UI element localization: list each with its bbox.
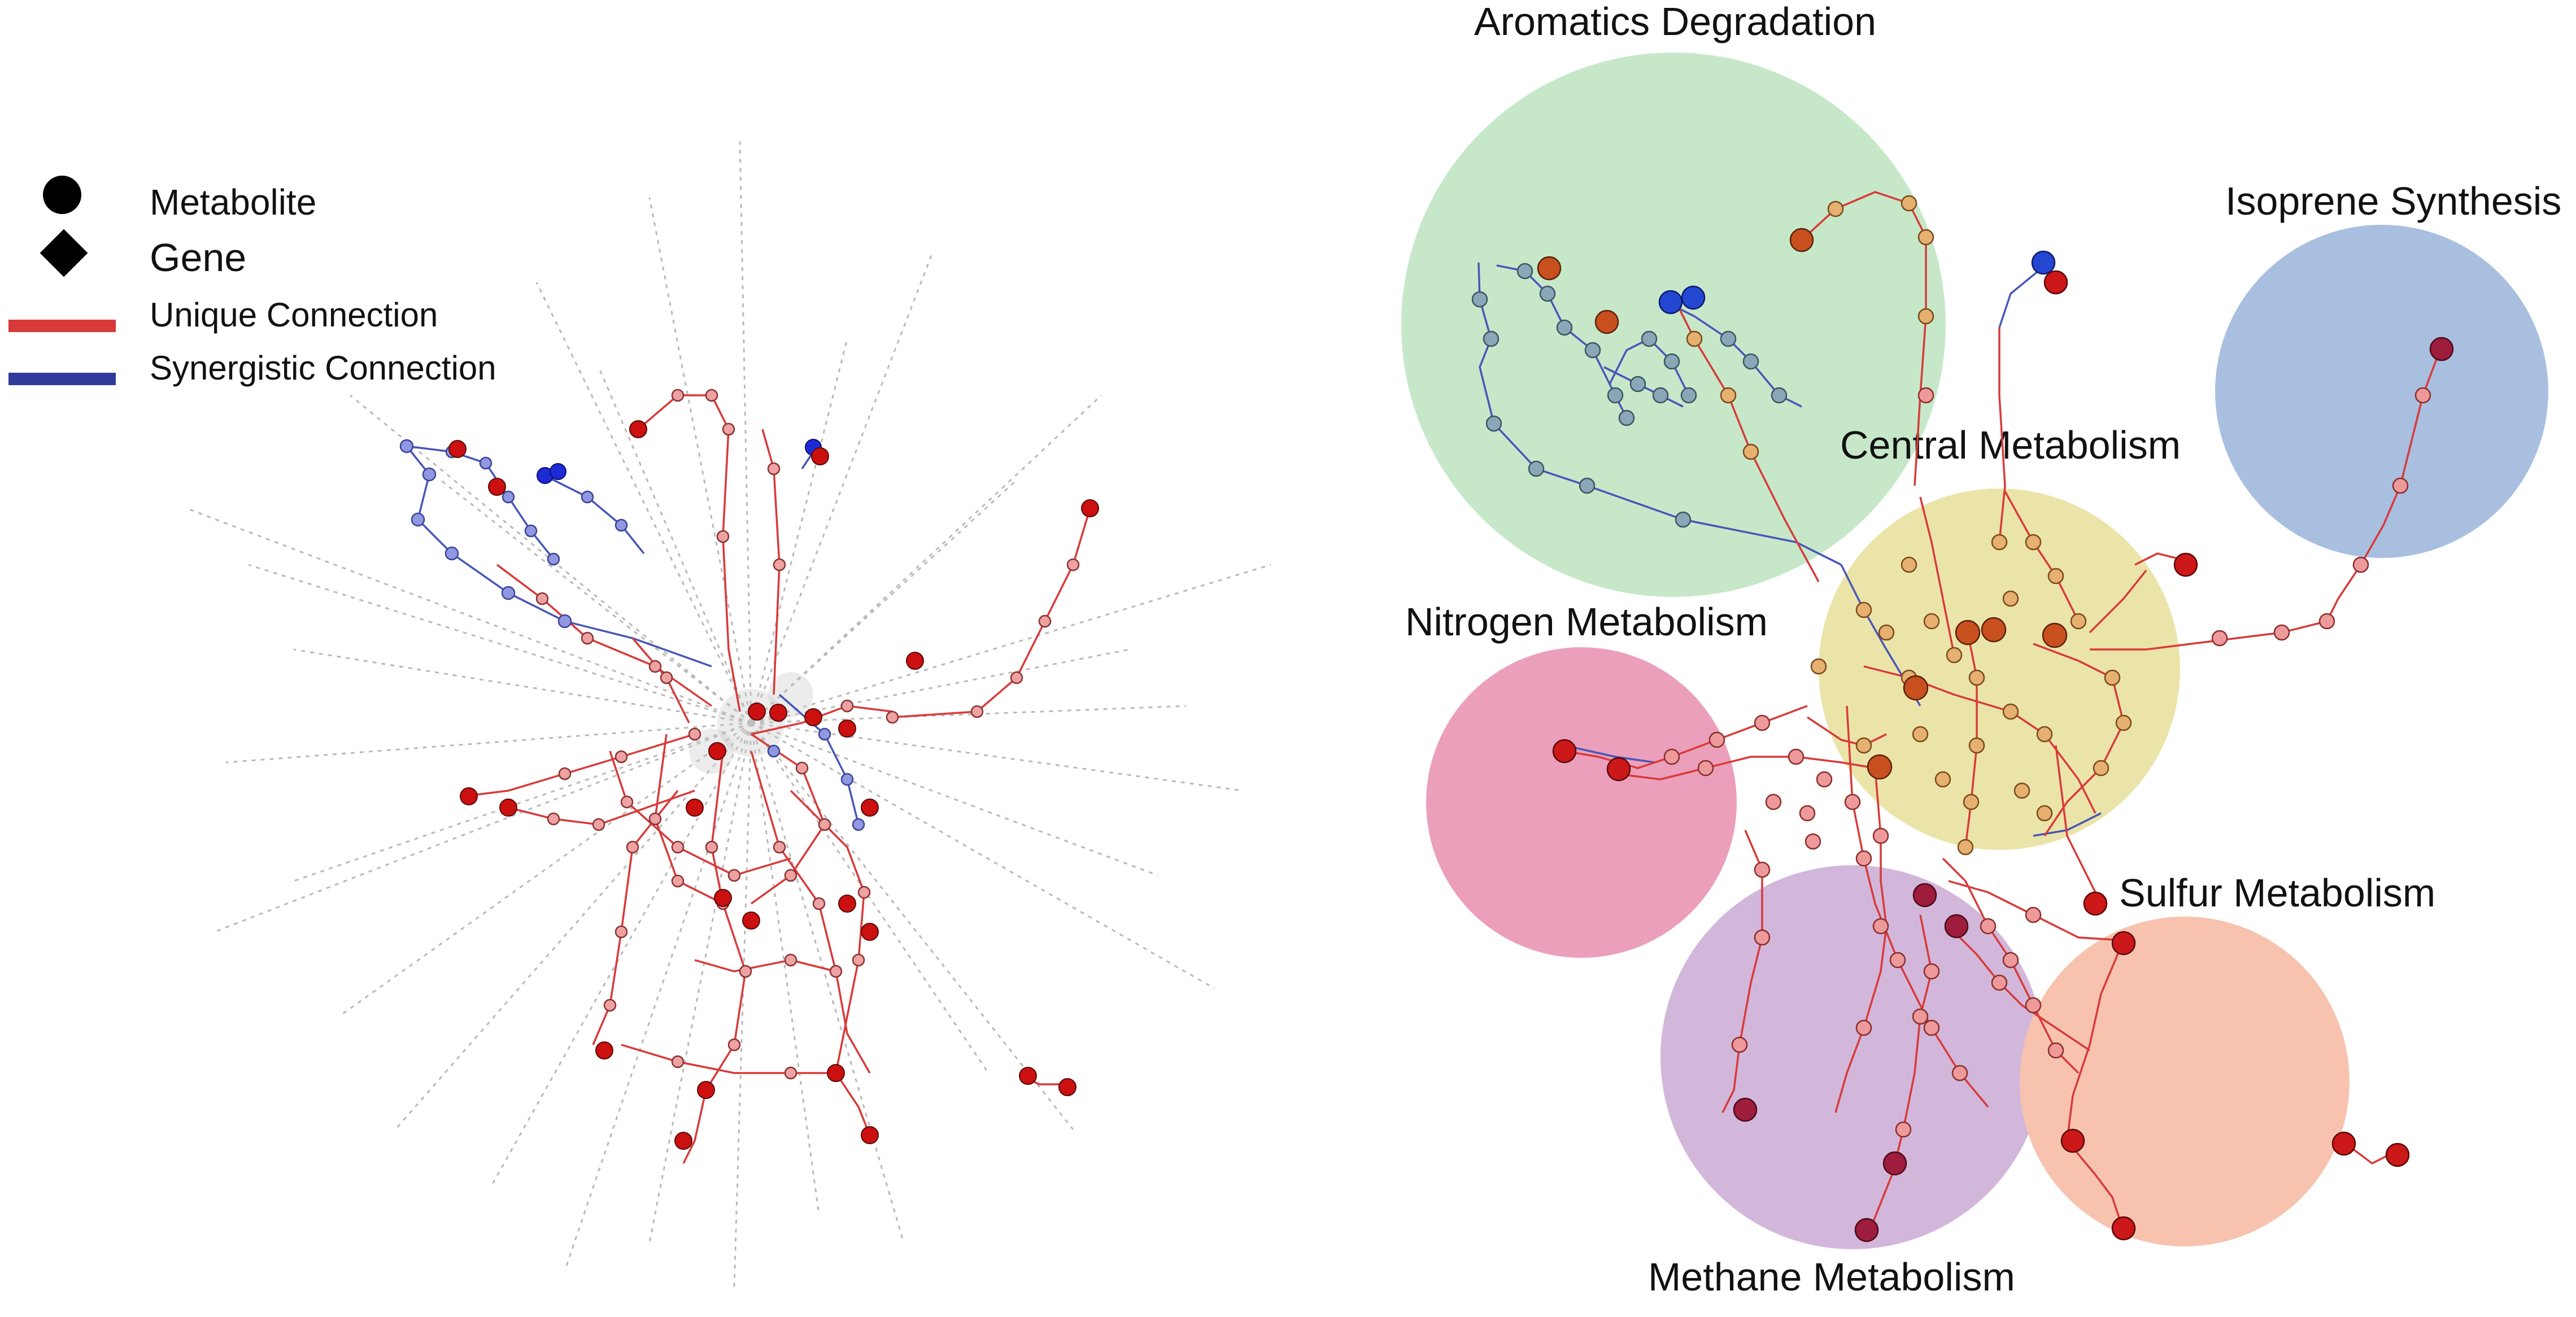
legend: Metabolite Gene Unique Connection Synerg… (8, 176, 496, 387)
nitrogen-module-label: Nitrogen Metabolism (1405, 600, 1768, 644)
central-module-label: Central Metabolism (1840, 423, 2181, 467)
isoprene-module-circle (2215, 225, 2548, 558)
background-network (186, 141, 1271, 1288)
legend-synergistic-label: Synergistic Connection (150, 349, 496, 387)
module-unique-nodes (1663, 387, 2431, 1138)
legend-unique-label: Unique Connection (150, 296, 438, 334)
legend-gene-label: Gene (150, 236, 246, 280)
metabolite-legend-icon (43, 176, 81, 214)
left-network (186, 141, 1271, 1288)
gene-legend-icon (40, 229, 88, 277)
aromatics-module-label: Aromatics Degradation (1474, 0, 1876, 43)
right-module-map: Aromatics Degradation Isoprene Synthesis… (1401, 0, 2561, 1299)
unique-connection-legend-swatch (8, 320, 116, 332)
isoprene-module-label: Isoprene Synthesis (2225, 179, 2561, 223)
central-nodes (1686, 195, 2132, 856)
synergistic-connection-legend-swatch (8, 373, 116, 385)
legend-metabolite-label: Metabolite (150, 182, 316, 223)
sulfur-module-circle (2020, 917, 2350, 1246)
left-synergistic-nodes (399, 439, 865, 831)
methane-module-label: Methane Metabolism (1648, 1255, 2015, 1299)
nitrogen-module-circle (1426, 647, 1737, 958)
sulfur-module-label: Sulfur Metabolism (2119, 871, 2435, 915)
aromatics-nodes (1471, 263, 1788, 528)
central-module-circle (1819, 489, 2180, 850)
left-unique-nodes (535, 389, 1080, 1080)
